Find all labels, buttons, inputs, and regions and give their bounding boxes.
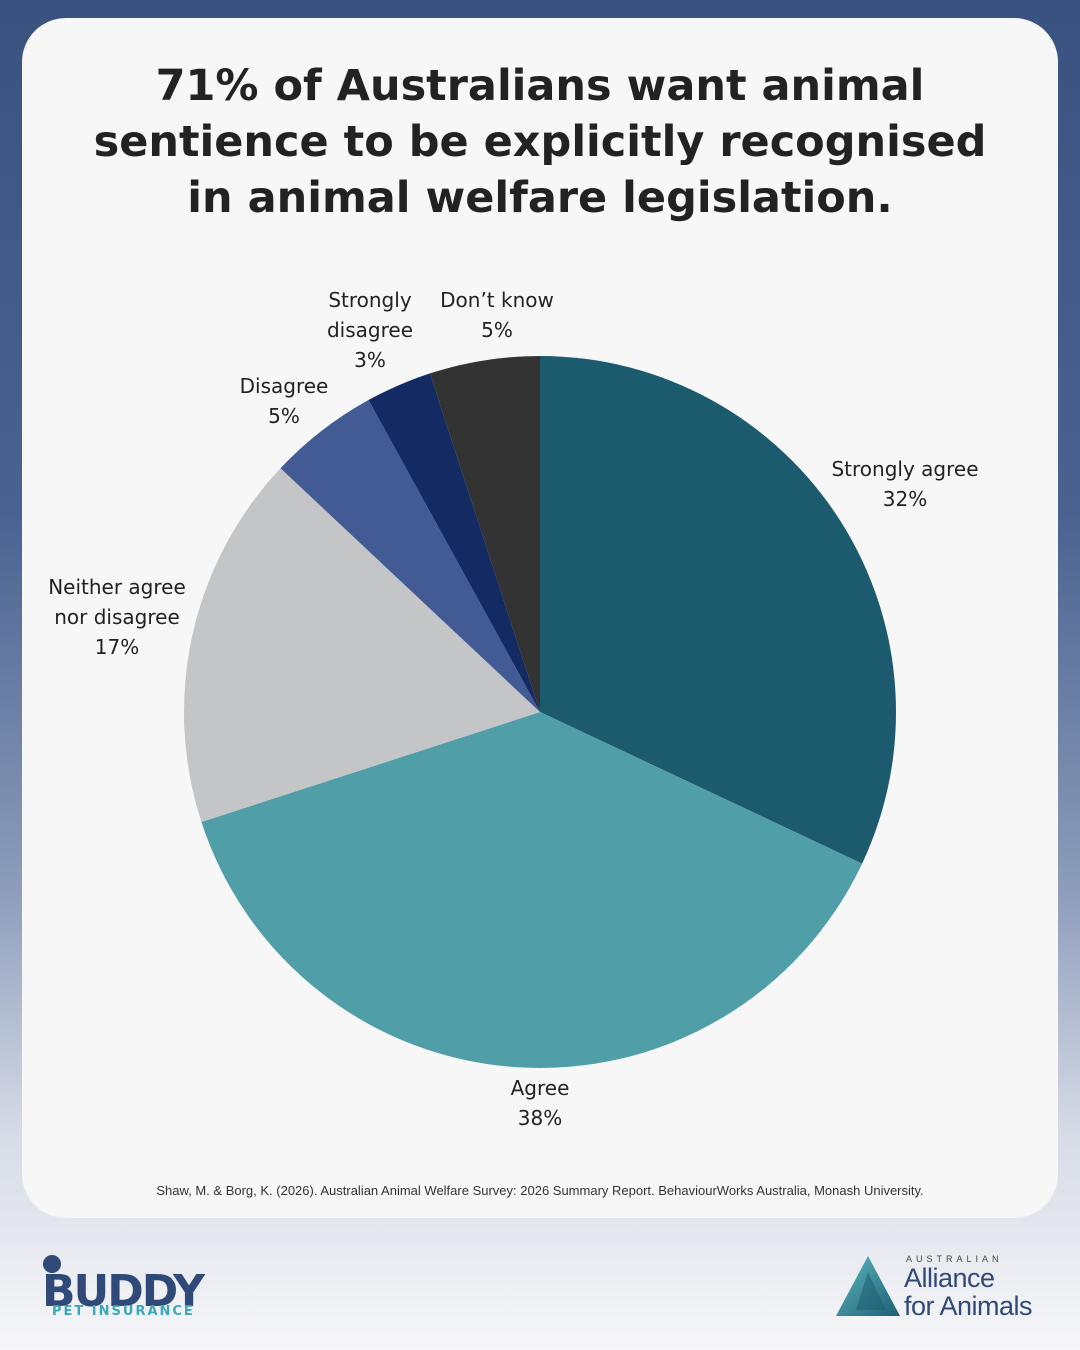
pie-slice-strongly-agree	[540, 356, 896, 864]
slice-label-strongly-agree: Strongly agree 32%	[831, 457, 979, 511]
pie-slice-strongly-disagree	[368, 373, 540, 712]
triangle-a-icon	[836, 1256, 900, 1316]
source-citation: Shaw, M. & Borg, K. (2026). Australian A…	[156, 1183, 924, 1198]
slice-label-strongly-disagree: Strongly disagree 3%	[326, 288, 413, 372]
alliance-top-text: AUSTRALIAN	[906, 1254, 1003, 1264]
slice-label-disagree: Disagree 5%	[239, 374, 329, 428]
pie-slice-neither-agree-nor-disagree	[183, 468, 540, 823]
buddy-wordmark: BUDDY	[42, 1266, 206, 1317]
buddy-logo: BUDDY	[42, 1255, 208, 1317]
paw-icon	[43, 1255, 61, 1273]
buddy-tagline: PET INSURANCE	[52, 1304, 195, 1319]
slice-label-dont-know: Don’t know 5%	[440, 288, 554, 342]
slice-label-neither: Neither agree nor disagree 17%	[48, 575, 186, 659]
slice-label-agree: Agree 38%	[510, 1076, 570, 1130]
alliance-name: Alliance for Animals	[904, 1263, 1033, 1321]
chart-title: 71% of Australians want animal sentience…	[93, 61, 987, 223]
pie-slice-agree	[201, 712, 863, 1069]
pie-slice-don-t-know	[429, 356, 540, 712]
pie-slice-disagree	[280, 400, 540, 712]
